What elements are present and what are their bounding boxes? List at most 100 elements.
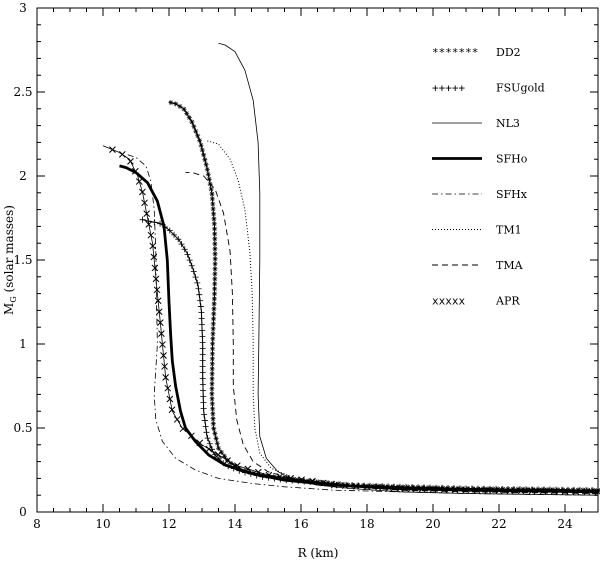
- x-tick-label: 20: [425, 517, 440, 531]
- star-marker: [184, 110, 190, 116]
- star-marker: [212, 256, 218, 262]
- star-marker: [209, 351, 215, 357]
- plus-marker: [201, 417, 208, 424]
- plus-marker: [184, 251, 191, 258]
- legend-entry-dd2: ******* DD2: [432, 46, 521, 59]
- series-line: [125, 153, 599, 496]
- star-marker: [210, 206, 216, 212]
- cross-marker: [484, 487, 492, 494]
- x-tick-label: 22: [491, 517, 506, 531]
- star-marker: [209, 376, 215, 382]
- cross-marker: [188, 432, 195, 440]
- legend-label: TMA: [496, 259, 524, 272]
- cross-marker: [127, 158, 134, 165]
- cross-marker: [451, 486, 459, 494]
- cross-marker: [440, 486, 448, 493]
- star-marker: [189, 119, 195, 125]
- cross-marker: [298, 476, 305, 483]
- star-marker: [193, 128, 199, 134]
- star-marker: [211, 311, 217, 317]
- star-marker: [212, 261, 218, 267]
- plus-marker: [199, 381, 206, 388]
- y-tick-label: 1: [19, 337, 27, 351]
- series-line: [102, 145, 599, 493]
- star-marker: [186, 115, 192, 121]
- cross-marker: [118, 151, 126, 158]
- series-apr: [102, 145, 600, 496]
- star-marker: [191, 124, 197, 130]
- legend-label: NL3: [496, 117, 520, 130]
- star-marker: [203, 162, 209, 168]
- cross-marker: [150, 253, 158, 261]
- plus-marker: [166, 227, 173, 234]
- y-tick-label: 0.5: [13, 421, 32, 435]
- axis-ticks: [36, 7, 599, 513]
- star-marker: [211, 216, 217, 222]
- plus-marker: [198, 309, 205, 316]
- star-marker: [211, 296, 217, 302]
- cross-marker: [539, 487, 547, 495]
- star-marker: [212, 236, 218, 242]
- star-marker: [204, 166, 210, 172]
- star-marker: [168, 100, 174, 106]
- cross-marker: [153, 286, 161, 294]
- star-marker: [209, 356, 215, 362]
- y-axis-label: MG (solar masses): [2, 205, 18, 315]
- cross-marker: [168, 406, 176, 414]
- plus-marker: [175, 236, 182, 243]
- star-marker: [209, 391, 215, 397]
- legend-label: SFHx: [496, 188, 528, 201]
- legend-entry-fsugold: +++++ FSUgold: [432, 82, 545, 95]
- cross-marker: [473, 486, 481, 494]
- star-marker: [209, 401, 215, 407]
- x-tick-label: 10: [95, 517, 110, 531]
- star-marker: [208, 186, 214, 192]
- star-marker: [209, 396, 215, 402]
- series-fsugold: [139, 216, 600, 494]
- star-marker: [210, 326, 216, 332]
- legend-entry-tm1: TM1: [432, 224, 522, 237]
- cross-marker: [162, 374, 170, 381]
- star-marker: [209, 346, 215, 352]
- curves: [102, 42, 600, 496]
- star-marker: [285, 476, 291, 482]
- cross-marker: [154, 297, 162, 305]
- cross-marker: [407, 485, 415, 493]
- star-marker: [214, 440, 220, 446]
- star-marker: [212, 431, 218, 437]
- cross-marker: [143, 210, 151, 217]
- legend-sample-marks: *******: [432, 46, 478, 59]
- legend-label: APR: [495, 295, 520, 308]
- star-marker: [210, 421, 216, 427]
- cross-marker: [385, 484, 393, 492]
- star-marker: [212, 271, 218, 277]
- cross-marker: [583, 488, 591, 496]
- cross-marker: [341, 482, 349, 490]
- star-marker: [211, 306, 217, 312]
- cross-marker: [161, 363, 168, 370]
- legend-entry-nl3: NL3: [432, 117, 520, 130]
- plus-marker: [199, 327, 206, 334]
- star-marker: [212, 281, 218, 287]
- cross-marker: [224, 457, 232, 464]
- series-line: [185, 172, 599, 494]
- series-sfhx: [125, 153, 599, 496]
- plus-marker: [201, 411, 208, 418]
- plus-marker: [199, 333, 206, 340]
- star-marker: [198, 142, 204, 148]
- plus-marker: [199, 375, 206, 382]
- plus-marker: [186, 257, 193, 264]
- plus-marker: [200, 405, 207, 412]
- star-marker: [212, 286, 218, 292]
- star-marker: [211, 221, 217, 227]
- legend: ******* DD2 +++++ FSUgold NL3 SFHo SFHx TM1 TMA x…: [432, 46, 545, 308]
- star-marker: [201, 152, 207, 158]
- star-marker: [209, 366, 215, 372]
- cross-marker: [561, 488, 569, 495]
- cross-marker: [135, 178, 143, 185]
- plus-marker: [188, 262, 195, 269]
- y-tick-label: 2: [19, 169, 27, 183]
- y-axis-label-rest: (solar masses): [2, 205, 16, 296]
- cross-marker: [147, 231, 155, 239]
